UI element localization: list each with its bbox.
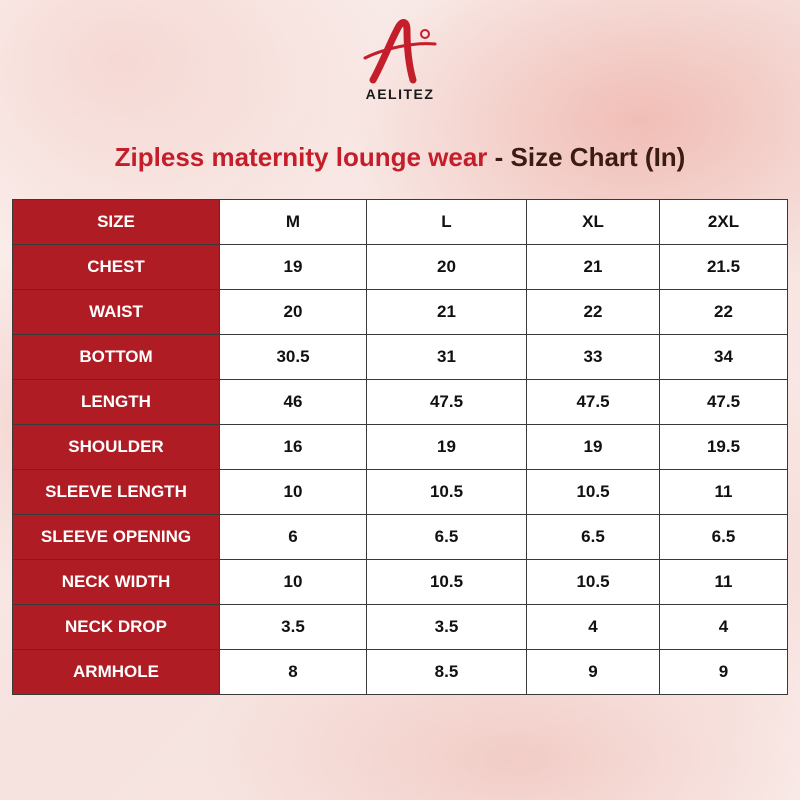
table-cell: 8.5 [366, 649, 527, 695]
table-cell: 19 [526, 424, 660, 470]
table-cell: 11 [659, 469, 788, 515]
table-cell: 21.5 [659, 244, 788, 290]
row-label: LENGTH [12, 379, 220, 425]
table-cell: 21 [526, 244, 660, 290]
table-cell: 3.5 [219, 604, 367, 650]
table-cell: 34 [659, 334, 788, 380]
table-row: NECK WIDTH 10 10.5 10.5 11 [12, 559, 788, 605]
table-cell: 46 [219, 379, 367, 425]
header-size: L [366, 199, 527, 245]
table-cell: 19 [366, 424, 527, 470]
table-cell: 19.5 [659, 424, 788, 470]
table-cell: 4 [526, 604, 660, 650]
table-cell: 19 [219, 244, 367, 290]
row-label: CHEST [12, 244, 220, 290]
header-label: SIZE [12, 199, 220, 245]
brand-logo: AELITEZ [340, 18, 460, 108]
table-cell: 4 [659, 604, 788, 650]
table-cell: 16 [219, 424, 367, 470]
table-cell: 30.5 [219, 334, 367, 380]
table-row: ARMHOLE 8 8.5 9 9 [12, 649, 788, 695]
table-cell: 10.5 [366, 469, 527, 515]
brand-logo-mark-icon [363, 19, 437, 84]
row-label: SHOULDER [12, 424, 220, 470]
page-title: Zipless maternity lounge wear - Size Cha… [0, 142, 800, 173]
table-cell: 3.5 [366, 604, 527, 650]
table-cell: 47.5 [526, 379, 660, 425]
row-label: WAIST [12, 289, 220, 335]
table-cell: 9 [526, 649, 660, 695]
table-header-row: SIZE M L XL 2XL [12, 199, 788, 245]
row-label: NECK WIDTH [12, 559, 220, 605]
row-label: ARMHOLE [12, 649, 220, 695]
table-row: SHOULDER 16 19 19 19.5 [12, 424, 788, 470]
table-cell: 10.5 [526, 559, 660, 605]
table-row: SLEEVE LENGTH 10 10.5 10.5 11 [12, 469, 788, 515]
header-size: M [219, 199, 367, 245]
title-product: Zipless maternity lounge wear [114, 142, 488, 172]
row-label: BOTTOM [12, 334, 220, 380]
table-cell: 47.5 [366, 379, 527, 425]
table-cell: 22 [659, 289, 788, 335]
table-cell: 47.5 [659, 379, 788, 425]
title-separator: - [487, 142, 511, 172]
table-row: LENGTH 46 47.5 47.5 47.5 [12, 379, 788, 425]
row-label: NECK DROP [12, 604, 220, 650]
row-label: SLEEVE LENGTH [12, 469, 220, 515]
table-cell: 22 [526, 289, 660, 335]
table-cell: 10 [219, 559, 367, 605]
table-cell: 10 [219, 469, 367, 515]
table-row: SLEEVE OPENING 6 6.5 6.5 6.5 [12, 514, 788, 560]
table-cell: 6 [219, 514, 367, 560]
table-cell: 9 [659, 649, 788, 695]
table-cell: 20 [366, 244, 527, 290]
table-cell: 31 [366, 334, 527, 380]
header-size: XL [526, 199, 660, 245]
table-cell: 6.5 [366, 514, 527, 560]
brand-name: AELITEZ [365, 86, 435, 102]
table-cell: 6.5 [659, 514, 788, 560]
table-row: BOTTOM 30.5 31 33 34 [12, 334, 788, 380]
table-row: NECK DROP 3.5 3.5 4 4 [12, 604, 788, 650]
size-chart-table: SIZE M L XL 2XL CHEST 19 20 21 21.5 WAIST 20 21… [12, 199, 788, 695]
table-cell: 10.5 [526, 469, 660, 515]
title-suffix: Size Chart (In) [510, 142, 686, 172]
table-cell: 20 [219, 289, 367, 335]
table-cell: 11 [659, 559, 788, 605]
table-row: CHEST 19 20 21 21.5 [12, 244, 788, 290]
table-cell: 33 [526, 334, 660, 380]
table-row: WAIST 20 21 22 22 [12, 289, 788, 335]
header-size: 2XL [659, 199, 788, 245]
row-label: SLEEVE OPENING [12, 514, 220, 560]
table-cell: 6.5 [526, 514, 660, 560]
table-cell: 10.5 [366, 559, 527, 605]
table-cell: 8 [219, 649, 367, 695]
table-cell: 21 [366, 289, 527, 335]
